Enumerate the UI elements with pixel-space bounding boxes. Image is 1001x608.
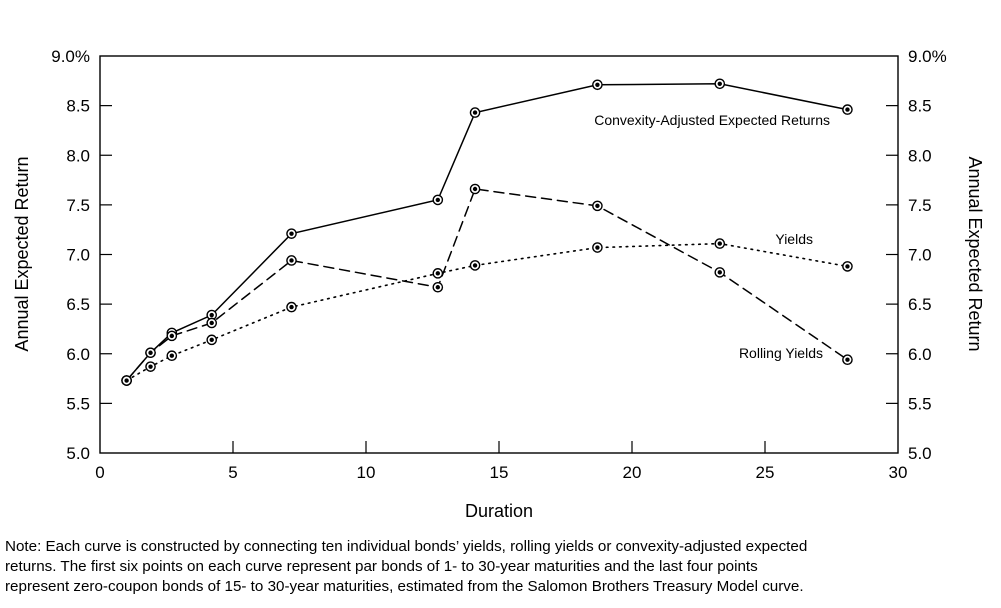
y-axis-title-left: Annual Expected Return [12,156,32,351]
data-point-center [289,304,294,310]
x-tick-label: 20 [623,463,642,482]
data-point-center [717,81,722,86]
y-axis-title-right: Annual Expected Return [965,156,985,351]
x-tick-label: 0 [95,463,104,482]
note-line-1: Note: Each curve is constructed by conne… [5,538,808,555]
data-point-center [472,263,478,268]
data-point-center [472,110,478,115]
y-tick-label-right: 6.5 [908,295,932,314]
data-point-center [435,285,441,290]
series-label-yields: Yields [775,231,813,247]
data-point-center [595,245,600,250]
x-tick-label: 25 [756,463,775,482]
y-tick-label-right: 5.0 [908,444,932,463]
data-point-center [845,107,850,112]
y-tick-label-right: 7.5 [908,196,932,215]
series-line-dashed [125,188,849,382]
data-point-center [435,197,441,203]
y-tick-label-left: 9.0% [51,47,90,66]
x-axis-title: Duration [465,501,533,521]
data-point-center [209,312,214,318]
y-tick-label-right: 5.5 [908,394,932,413]
data-point-center [169,353,175,358]
y-axis: 5.0 5.0 5.5 5.5 6.0 6.0 6.5 6.5 7.0 7.0 7.5 7.5 8.0 8… [51,47,947,463]
y-tick-label-right: 9.0% [908,47,947,66]
y-tick-label-left: 5.0 [66,444,90,463]
note-line-2: returns. The first six points on each cu… [5,558,758,575]
series-points [121,78,853,386]
data-point-center [595,82,600,87]
data-point-center [595,203,600,209]
y-tick-label-left: 6.5 [66,295,90,314]
x-tick-label: 10 [357,463,376,482]
data-point-center [148,364,153,369]
x-axis: 0 5 10 15 20 25 30 [95,441,907,482]
data-point-center [148,350,153,355]
data-point-center [209,337,214,343]
y-tick-label-left: 7.0 [66,246,90,265]
series-lines [125,83,849,382]
data-point-center [717,270,722,275]
series-line-solid [125,83,849,382]
x-tick-label: 15 [490,463,509,482]
y-tick-label-right: 7.0 [908,246,932,265]
y-tick-label-right: 8.0 [908,146,932,165]
data-point-center [845,357,850,362]
data-point-center [717,241,722,246]
series-label-rolling-yields: Rolling Yields [739,345,823,361]
chart-note: Note: Each curve is constructed by conne… [5,537,997,597]
y-tick-label-left: 8.5 [66,97,90,116]
data-point-center [472,186,478,192]
data-point-center [169,333,175,339]
y-tick-label-right: 8.5 [908,97,932,116]
y-tick-label-left: 5.5 [66,394,90,413]
data-point-center [289,231,294,236]
y-tick-label-right: 6.0 [908,345,932,364]
y-tick-label-left: 6.0 [66,345,90,364]
series-label-convexity: Convexity-Adjusted Expected Returns [594,112,830,128]
y-tick-label-left: 8.0 [66,146,90,165]
x-tick-label: 5 [228,463,237,482]
data-point-center [209,320,214,326]
data-point-center [435,271,441,276]
data-point-center [845,264,850,269]
data-point-center [289,258,294,263]
note-line-3: represent zero-coupon bonds of 15- to 30… [5,578,804,595]
data-point-center [124,378,129,383]
series-line-dotted [125,242,849,382]
chart: 0 5 10 15 20 25 30 5.0 5.0 5.5 5.5 6.0 6.0 6.5 6.5 7.0… [12,47,985,521]
x-tick-label: 30 [889,463,908,482]
y-tick-label-left: 7.5 [66,196,90,215]
